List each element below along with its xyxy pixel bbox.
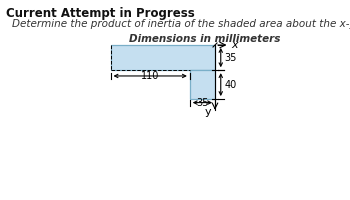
Text: x: x (231, 40, 237, 50)
Text: 110: 110 (141, 71, 159, 81)
Bar (190, 70, 215, 99)
Text: 35: 35 (225, 53, 237, 63)
Text: y: y (204, 107, 211, 117)
Text: Current Attempt in Progress: Current Attempt in Progress (6, 7, 195, 20)
Text: Determine the product of inertia of the shaded area about the x-y axes.: Determine the product of inertia of the … (12, 19, 350, 29)
Text: 35: 35 (196, 98, 209, 108)
Text: Dimensions in millimeters: Dimensions in millimeters (128, 34, 280, 44)
Bar (111, 45, 215, 70)
Text: 40: 40 (225, 80, 237, 90)
